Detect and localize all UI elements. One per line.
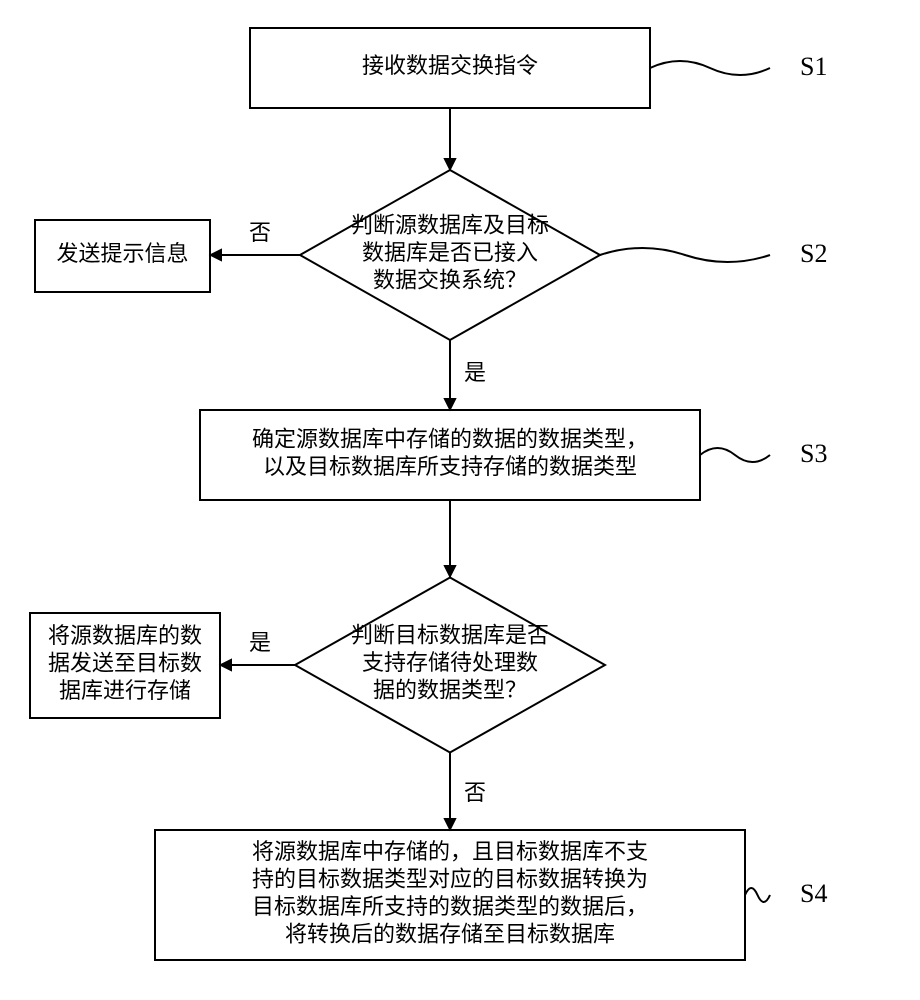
edge-label-5: 否	[464, 780, 486, 805]
svg-text:发送提示信息: 发送提示信息	[56, 241, 188, 266]
svg-text:数据库是否已接入: 数据库是否已接入	[362, 240, 538, 265]
edge-label-4: 是	[249, 630, 271, 655]
svg-text:据发送至目标数: 据发送至目标数	[48, 651, 202, 676]
svg-text:数据交换系统？: 数据交换系统？	[373, 268, 527, 293]
svg-text:据的数据类型？: 据的数据类型？	[373, 678, 527, 703]
step-label-1: S2	[800, 239, 827, 268]
svg-text:据库进行存储: 据库进行存储	[59, 678, 191, 703]
svg-text:接收数据交换指令: 接收数据交换指令	[362, 53, 538, 78]
flowchart-canvas: 接收数据交换指令判断源数据库及目标数据库是否已接入数据交换系统？ 发送提示信息确定…	[0, 0, 920, 1000]
svg-text:确定源数据库中存储的数据的数据类型，: 确定源数据库中存储的数据的数据类型，	[252, 426, 648, 451]
svg-text:将转换后的数据存储至目标数据库: 将转换后的数据存储至目标数据库	[285, 921, 615, 946]
step-label-2: S3	[800, 439, 827, 468]
step-connector-2	[700, 448, 770, 462]
step-connector-0	[650, 61, 770, 75]
svg-text:将源数据库的数: 将源数据库的数	[48, 623, 202, 648]
edge-label-1: 否	[249, 220, 271, 245]
svg-text:目标数据库所支持的数据类型的数据后，: 目标数据库所支持的数据类型的数据后，	[252, 894, 648, 919]
svg-text:以及目标数据库所支持存储的数据类型: 以及目标数据库所支持存储的数据类型	[263, 454, 637, 479]
svg-text:支持存储待处理数: 支持存储待处理数	[362, 650, 538, 675]
step-label-3: S4	[800, 879, 827, 908]
svg-text:判断源数据库及目标: 判断源数据库及目标	[351, 213, 549, 238]
step-connector-1	[600, 248, 770, 262]
step-connector-3	[745, 888, 770, 902]
step-label-0: S1	[800, 52, 827, 81]
svg-text:判断目标数据库是否: 判断目标数据库是否	[351, 623, 549, 648]
svg-text:持的目标数据类型对应的目标数据转换为: 持的目标数据类型对应的目标数据转换为	[252, 866, 648, 891]
edge-label-2: 是	[464, 360, 486, 385]
svg-text:将源数据库中存储的，且目标数据库不支: 将源数据库中存储的，且目标数据库不支	[252, 839, 648, 864]
